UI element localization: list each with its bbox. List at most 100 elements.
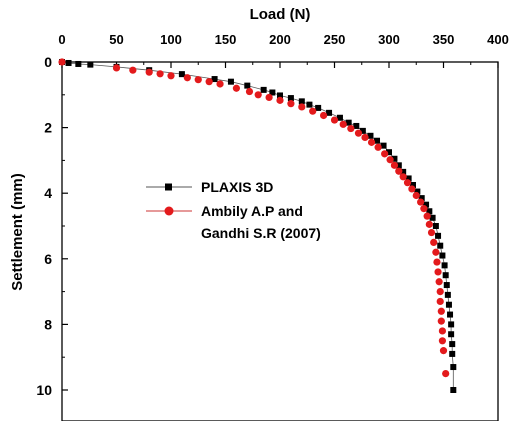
data-point bbox=[434, 268, 442, 276]
legend-label: PLAXIS 3D bbox=[201, 179, 273, 195]
data-point bbox=[339, 120, 347, 128]
y-tick-label: 8 bbox=[44, 316, 52, 332]
data-point bbox=[306, 101, 313, 108]
data-point bbox=[405, 175, 412, 182]
legend-marker bbox=[164, 206, 174, 216]
data-point bbox=[178, 71, 185, 78]
data-point bbox=[269, 89, 276, 96]
data-point bbox=[315, 104, 322, 111]
data-point bbox=[381, 150, 389, 158]
data-point bbox=[367, 138, 376, 146]
legend-label: Gandhi S.R (2007) bbox=[201, 225, 321, 241]
data-point bbox=[390, 161, 399, 169]
data-point bbox=[58, 58, 66, 66]
data-point bbox=[450, 364, 457, 371]
data-point bbox=[386, 156, 394, 164]
legend-item-2: Ambily A.P and Gandhi S.R (2007) bbox=[146, 203, 321, 241]
data-point bbox=[436, 288, 444, 296]
data-point bbox=[433, 258, 441, 266]
data-point bbox=[426, 208, 433, 215]
data-point bbox=[276, 96, 284, 104]
data-point bbox=[441, 262, 448, 269]
data-point bbox=[347, 124, 355, 133]
x-tick-label: 350 bbox=[433, 32, 455, 47]
data-point bbox=[359, 127, 366, 134]
x-tick-label: 150 bbox=[215, 32, 237, 47]
data-point bbox=[265, 93, 273, 102]
data-point bbox=[367, 132, 374, 139]
x-tick-label: 400 bbox=[487, 32, 509, 47]
data-point bbox=[425, 220, 433, 228]
data-point bbox=[345, 119, 352, 126]
plot-frame bbox=[61, 61, 499, 421]
data-point bbox=[427, 228, 436, 237]
data-point bbox=[445, 301, 452, 308]
x-tick-label: 250 bbox=[324, 32, 346, 47]
x-tick-label: 100 bbox=[160, 32, 182, 47]
data-point bbox=[442, 370, 450, 378]
legend-marker bbox=[165, 183, 172, 191]
x-tick-label: 50 bbox=[109, 32, 123, 47]
data-point bbox=[448, 331, 455, 338]
y-axis-ticks: 0 2 4 6 8 10 bbox=[36, 54, 68, 398]
legend: PLAXIS 3D Ambily A.P and Gandhi S.R (2007) bbox=[146, 179, 321, 241]
data-point bbox=[245, 87, 254, 96]
data-point bbox=[409, 182, 416, 188]
data-point bbox=[353, 122, 360, 129]
data-point bbox=[87, 61, 94, 68]
data-point bbox=[287, 100, 295, 108]
data-point bbox=[326, 109, 333, 116]
data-point bbox=[386, 149, 392, 156]
data-point bbox=[449, 341, 456, 348]
data-point bbox=[442, 272, 449, 279]
x-tick-label: 200 bbox=[269, 32, 291, 47]
data-point bbox=[423, 212, 431, 220]
data-point bbox=[354, 129, 363, 137]
data-point bbox=[437, 307, 445, 315]
data-point bbox=[408, 185, 416, 193]
data-point bbox=[448, 321, 455, 328]
data-point bbox=[450, 387, 457, 393]
data-point bbox=[420, 205, 428, 213]
data-point bbox=[227, 78, 234, 85]
data-point bbox=[432, 248, 440, 256]
data-point bbox=[414, 188, 421, 195]
series-2 bbox=[58, 58, 450, 378]
data-point bbox=[254, 91, 262, 99]
data-point bbox=[336, 114, 343, 121]
data-point bbox=[112, 64, 121, 72]
data-point bbox=[232, 84, 240, 92]
data-point bbox=[399, 173, 407, 181]
data-point bbox=[395, 167, 403, 175]
data-point bbox=[380, 142, 387, 149]
data-point bbox=[449, 350, 456, 357]
data-point bbox=[412, 191, 420, 200]
data-point bbox=[436, 297, 444, 306]
data-point bbox=[395, 162, 402, 169]
y-tick-label: 2 bbox=[44, 120, 52, 136]
data-point bbox=[443, 282, 450, 289]
data-point bbox=[244, 82, 251, 89]
data-point bbox=[320, 111, 328, 120]
data-point bbox=[194, 76, 202, 84]
data-point bbox=[435, 232, 442, 239]
data-point bbox=[400, 168, 407, 175]
data-point bbox=[439, 347, 448, 355]
data-point bbox=[438, 337, 447, 345]
data-point bbox=[432, 223, 439, 229]
y-tick-label: 4 bbox=[44, 185, 52, 201]
x-tick-label: 0 bbox=[58, 32, 65, 47]
y-tick-label: 10 bbox=[36, 382, 52, 398]
data-point bbox=[183, 74, 191, 82]
y-axis-title: Settlement (mm) bbox=[9, 173, 26, 291]
x-tick-label: 300 bbox=[378, 32, 400, 47]
data-point bbox=[277, 92, 283, 99]
y-tick-label: 0 bbox=[44, 54, 52, 70]
data-point bbox=[309, 107, 317, 115]
data-point bbox=[430, 238, 438, 246]
data-point bbox=[260, 86, 267, 93]
data-point bbox=[129, 66, 137, 74]
data-point bbox=[437, 242, 444, 249]
data-point bbox=[216, 80, 224, 88]
